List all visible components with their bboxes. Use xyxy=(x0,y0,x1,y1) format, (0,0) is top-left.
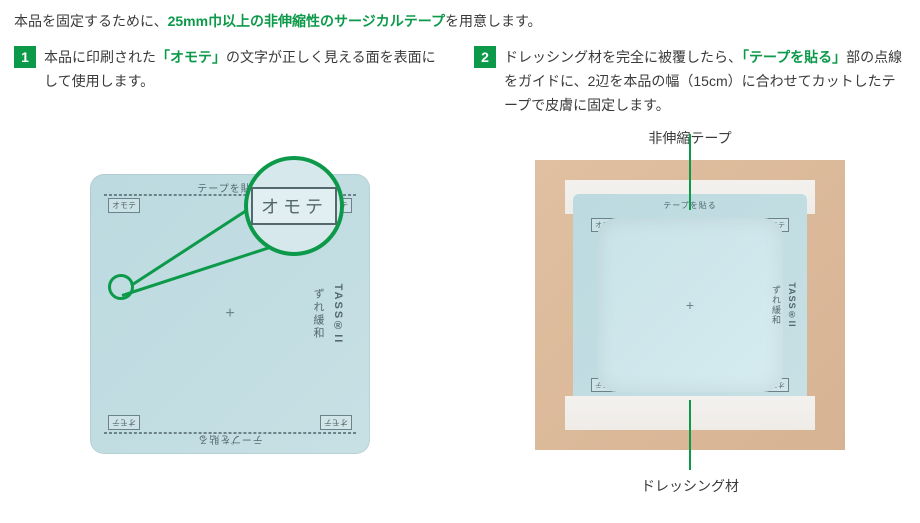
magnifier-circle: オモテ xyxy=(244,156,344,256)
product-subtitle-vertical: ずれ緩和 xyxy=(310,288,326,340)
step-1-heading: 1 本品に印刷された「オモテ」の文字が正しく見える面を表面にして使用します。 xyxy=(14,46,446,94)
corner-label: オモテ xyxy=(108,198,140,213)
step-1-figure: オモテ テープを貼る テープを貼る オモテ オモテ オモテ オモテ TASS®I… xyxy=(14,174,446,454)
product-name-vertical: TASS®II xyxy=(787,282,797,327)
dressing-inner-pad: + xyxy=(597,218,783,392)
step-2: 2 ドレッシング材を完全に被覆したら、「テープを貼る」部の点線をガイドに、2辺を… xyxy=(474,46,906,495)
step-1: 1 本品に印刷された「オモテ」の文字が正しく見える面を表面にして使用します。 オ… xyxy=(14,46,446,495)
pointer-line-inner-top xyxy=(689,160,691,210)
center-cross-icon: + xyxy=(686,297,694,313)
pointer-line-top xyxy=(689,134,691,160)
magnifier-source-circle xyxy=(108,274,134,300)
product-name-vertical: TASS®II xyxy=(332,284,344,345)
step-2-figure: 非伸縮テープ テープを貼る テープを貼る オモテ オモテ オモテ オモテ + T… xyxy=(474,128,906,496)
corner-label: オモテ xyxy=(320,415,352,430)
intro-pre: 本品を固定するために、 xyxy=(14,13,168,29)
dressing-on-skin: テープを貼る テープを貼る オモテ オモテ オモテ オモテ + TASS®II … xyxy=(573,194,807,416)
step-1-text: 本品に印刷された「オモテ」の文字が正しく見える面を表面にして使用します。 xyxy=(44,46,446,94)
product-subtitle-vertical: ずれ緩和 xyxy=(770,285,783,325)
step-2-highlight: 「テープを貼る」 xyxy=(742,49,846,65)
dressing-label: ドレッシング材 xyxy=(474,476,906,496)
intro-post: を用意します。 xyxy=(445,13,542,29)
center-cross-icon: + xyxy=(225,305,234,323)
step-2-heading: 2 ドレッシング材を完全に被覆したら、「テープを貼る」部の点線をガイドに、2辺を… xyxy=(474,46,906,117)
magnifier-text: オモテ xyxy=(251,187,337,225)
step-2-text: ドレッシング材を完全に被覆したら、「テープを貼る」部の点線をガイドに、2辺を本品… xyxy=(504,46,906,117)
intro-highlight: 25mm巾以上の非伸縮性のサージカルテープ xyxy=(168,13,445,29)
step-2-number: 2 xyxy=(474,46,496,68)
intro-text: 本品を固定するために、25mm巾以上の非伸縮性のサージカルテープを用意します。 xyxy=(14,10,906,32)
step-1-number: 1 xyxy=(14,46,36,68)
pointer-line-inner-bottom xyxy=(689,400,691,450)
columns: 1 本品に印刷された「オモテ」の文字が正しく見える面を表面にして使用します。 オ… xyxy=(14,46,906,495)
step-1-highlight: 「オモテ」 xyxy=(156,49,226,65)
edge-label-bottom: テープを貼る xyxy=(197,433,262,448)
application-photo: テープを貼る テープを貼る オモテ オモテ オモテ オモテ + TASS®II … xyxy=(535,160,845,450)
corner-label: オモテ xyxy=(108,415,140,430)
